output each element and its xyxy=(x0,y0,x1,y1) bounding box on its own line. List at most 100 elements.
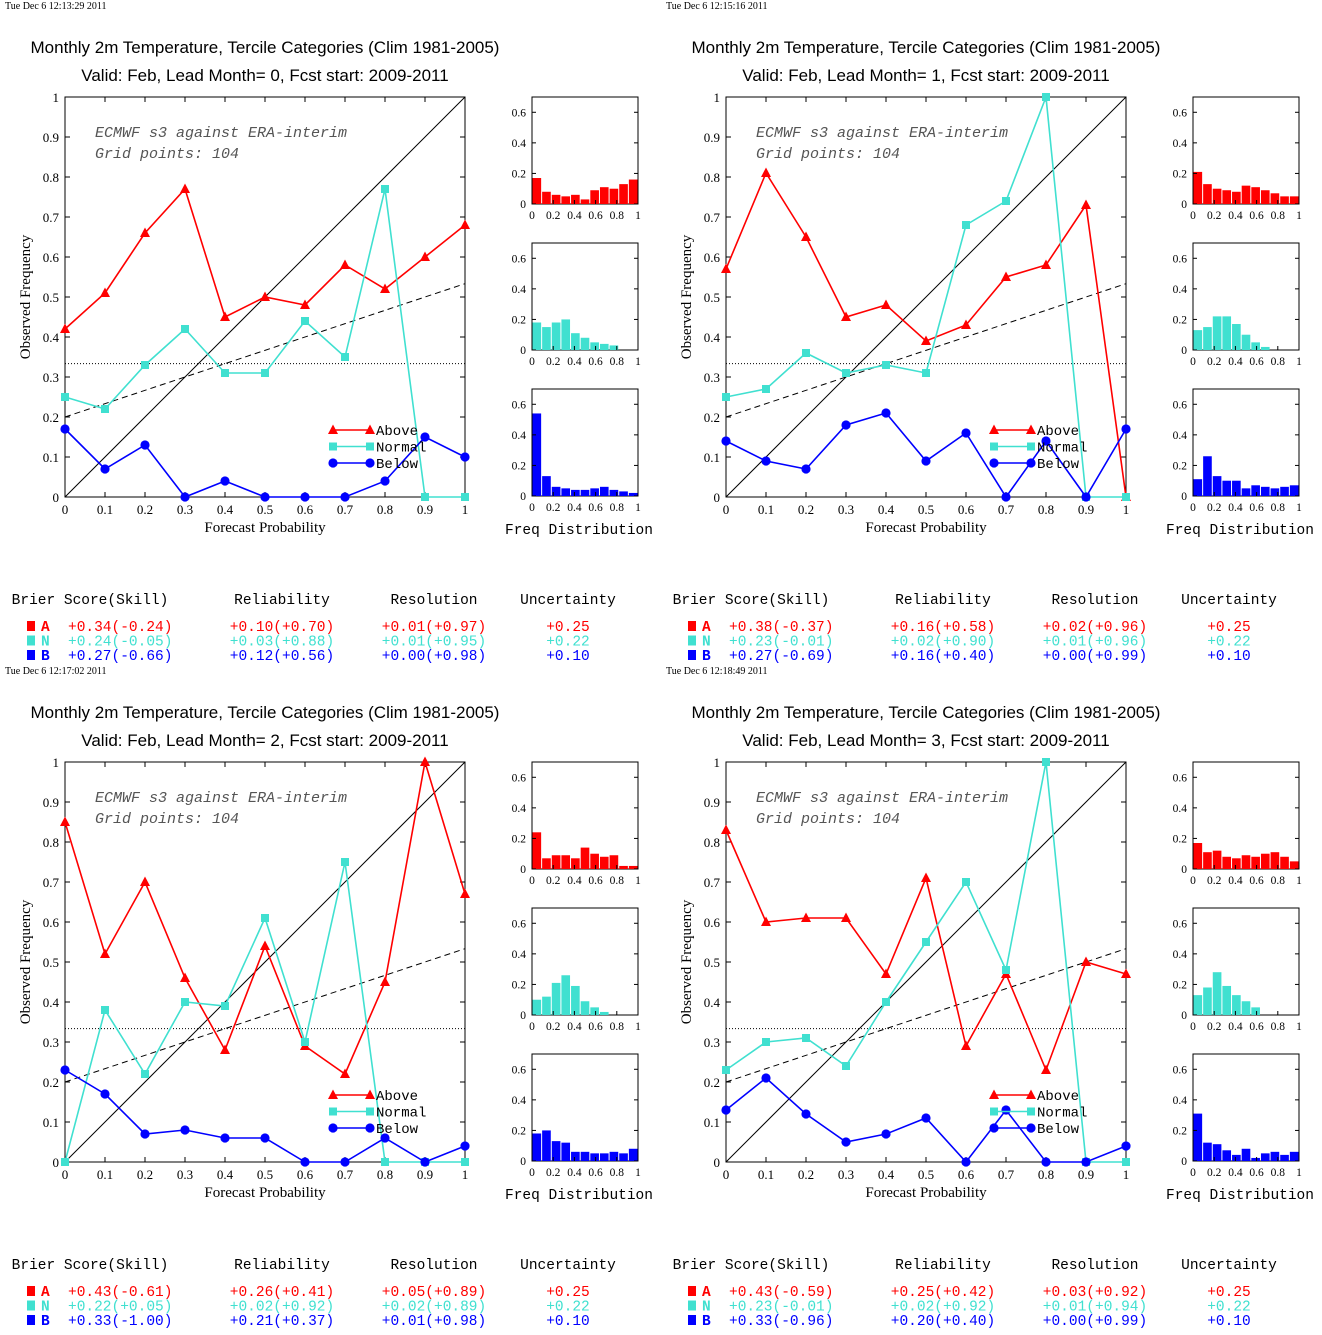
y-axis-label: Observed Frequency xyxy=(679,234,695,359)
y-tick-label: 0.8 xyxy=(43,835,59,850)
hist-x-tick-label: 0 xyxy=(529,875,535,887)
y-tick-label: 0.7 xyxy=(43,210,60,225)
legend-marker-above xyxy=(1026,1089,1036,1099)
hist-bar-above xyxy=(561,855,571,869)
hist-x-tick-label: 0.6 xyxy=(1249,356,1264,368)
point-above xyxy=(961,319,971,329)
grid-points-text: Grid points: 104 xyxy=(756,811,900,828)
score-header: Reliability xyxy=(895,1258,991,1274)
score-value: +0.01(+0.94) xyxy=(1043,1300,1147,1316)
point-normal xyxy=(802,349,810,357)
point-below xyxy=(1121,1141,1131,1151)
hist-x-tick-label: 0 xyxy=(529,1021,535,1033)
hist-y-tick-label: 0.2 xyxy=(512,833,527,845)
point-normal xyxy=(301,1038,309,1046)
reliability-panel: Tue Dec 6 12:15:16 2011 Monthly 2m Temper… xyxy=(666,1,1314,665)
point-below xyxy=(721,1105,731,1115)
point-normal xyxy=(461,1158,469,1166)
point-above xyxy=(1041,1064,1051,1074)
hist-bar-below xyxy=(542,1130,551,1161)
hist-bar-above xyxy=(1260,853,1270,869)
hist-bar-below xyxy=(551,1141,561,1161)
hist-bar-above xyxy=(571,194,580,204)
point-normal xyxy=(461,493,469,501)
score-swatch-normal xyxy=(688,1300,696,1311)
point-below xyxy=(881,1129,891,1139)
point-below xyxy=(340,492,350,502)
hist-x-tick-label: 0.2 xyxy=(546,875,561,887)
hist-x-tick-label: 0.4 xyxy=(567,356,582,368)
hist-bar-normal xyxy=(1212,972,1222,1015)
point-above xyxy=(220,311,230,321)
no-skill-line xyxy=(725,283,1127,418)
perfect-reliability-line xyxy=(725,96,1127,498)
score-value: +0.25(+0.42) xyxy=(891,1285,995,1301)
hist-y-tick-label: 0.2 xyxy=(1173,314,1188,326)
point-normal xyxy=(882,361,890,369)
score-header: Brier Score(Skill) xyxy=(673,593,830,609)
hist-x-tick-label: 0 xyxy=(529,1167,535,1179)
point-above xyxy=(220,1044,230,1054)
point-above xyxy=(300,299,310,309)
point-above xyxy=(460,219,470,229)
score-value: +0.34(-0.24) xyxy=(68,620,172,636)
score-value: +0.00(+0.99) xyxy=(1043,649,1147,665)
hist-bar-above xyxy=(1251,856,1260,869)
hist-x-tick-label: 0.8 xyxy=(1271,356,1286,368)
point-normal xyxy=(922,938,930,946)
hist-y-tick-label: 0.4 xyxy=(1173,430,1188,442)
point-normal xyxy=(341,353,349,361)
hist-x-tick-label: 0.2 xyxy=(1207,875,1222,887)
hist-x-tick-label: 0.6 xyxy=(588,210,603,222)
hist-x-tick-label: 0.6 xyxy=(588,1167,603,1179)
point-below xyxy=(961,428,971,438)
hist-y-tick-label: 0.2 xyxy=(512,168,527,180)
hist-x-tick-label: 1 xyxy=(1296,502,1302,514)
x-tick-label: 0.6 xyxy=(958,1167,975,1182)
y-tick-label: 1 xyxy=(53,90,60,105)
series-line-above xyxy=(64,187,466,330)
hist-bar-above xyxy=(628,865,638,869)
point-above xyxy=(60,323,70,333)
point-below xyxy=(761,1073,771,1083)
hist-bar-above xyxy=(609,188,619,204)
hist-bar-normal xyxy=(1203,327,1212,350)
legend-marker-above xyxy=(989,424,999,434)
hist-bar-below xyxy=(1289,1151,1299,1161)
y-tick-label: 1 xyxy=(53,755,60,770)
hist-bar-normal xyxy=(1193,995,1203,1015)
legend-marker-above xyxy=(328,424,338,434)
hist-bar-above xyxy=(1193,843,1203,869)
hist-bar-above xyxy=(1270,193,1280,204)
x-tick-label: 0.9 xyxy=(1078,1167,1094,1182)
point-above xyxy=(1001,271,1011,281)
legend-marker-normal xyxy=(1027,1107,1035,1116)
score-value: +0.01(+0.97) xyxy=(382,620,486,636)
score-value: +0.25 xyxy=(546,620,590,636)
hist-y-tick-label: 0.2 xyxy=(512,314,527,326)
score-value: +0.25 xyxy=(1207,1285,1251,1301)
point-above xyxy=(881,968,891,978)
hist-bar-normal xyxy=(1232,995,1241,1015)
chart-title: Monthly 2m Temperature, Tercile Categori… xyxy=(692,703,1161,722)
chart-subtitle: Valid: Feb, Lead Month= 2, Fcst start: 2… xyxy=(81,731,448,750)
x-tick-label: 0.4 xyxy=(217,502,234,517)
hist-y-tick-label: 0.2 xyxy=(1173,979,1188,991)
hist-y-tick-label: 0.4 xyxy=(512,138,527,150)
score-header: Resolution xyxy=(1051,1258,1138,1274)
score-value: +0.02(+0.90) xyxy=(891,635,995,651)
hist-bar-above xyxy=(580,847,590,869)
score-value: +0.01(+0.96) xyxy=(1043,635,1147,651)
point-below xyxy=(1041,436,1051,446)
hist-bar-below xyxy=(628,492,638,496)
x-tick-label: 0.7 xyxy=(998,502,1015,517)
x-tick-label: 0.5 xyxy=(257,1167,273,1182)
hist-bar-normal xyxy=(1251,342,1260,350)
hist-bar-below xyxy=(561,1142,571,1161)
timestamp: Tue Dec 6 12:13:29 2011 xyxy=(5,1,106,12)
hist-x-tick-label: 0.2 xyxy=(546,1021,561,1033)
point-above xyxy=(761,167,771,177)
point-normal xyxy=(842,1062,850,1070)
point-normal xyxy=(261,914,269,922)
point-above xyxy=(260,291,270,301)
